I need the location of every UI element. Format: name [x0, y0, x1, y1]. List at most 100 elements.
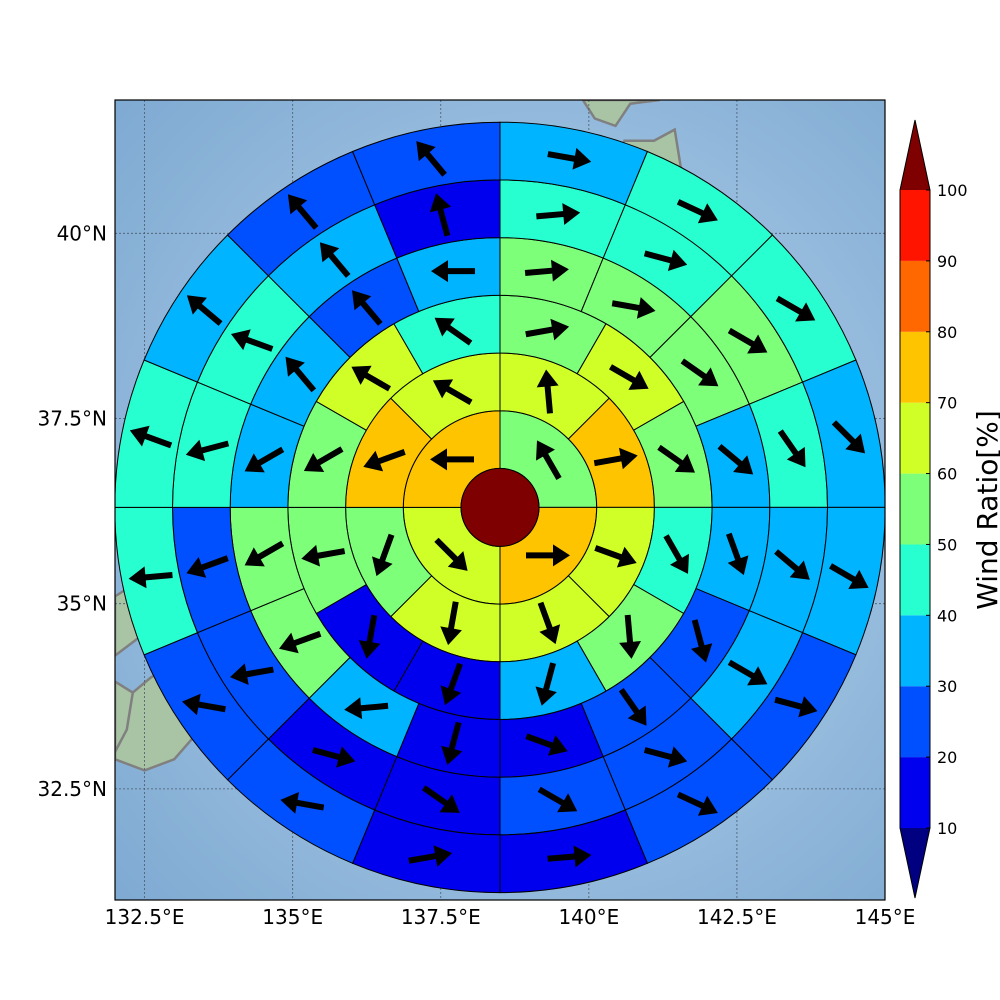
wind-arrow [352, 290, 383, 326]
wind-arrow [182, 693, 226, 716]
colorbar-bin [900, 260, 930, 332]
wind-arrow [609, 364, 649, 390]
wind-arrow [537, 601, 561, 645]
wind-arrow [440, 662, 463, 706]
wind-arrow [429, 193, 452, 237]
hokkaido-landmass [581, 100, 661, 128]
wind-arrow [129, 425, 173, 449]
wind-arrow [434, 537, 468, 571]
wind-arrow [441, 721, 463, 765]
wind-ratio-sectors [115, 121, 885, 894]
x-tick-label: 137.5°E [401, 905, 481, 929]
colorbar-tick-label: 10 [937, 819, 957, 838]
wind-arrow [774, 696, 818, 718]
wind-arrow [535, 662, 557, 706]
wind-arrow [547, 147, 592, 170]
x-tick-label: 135°E [262, 905, 323, 929]
wind-arrow [643, 249, 688, 271]
wind-ratio-sector [351, 121, 501, 206]
wind-arrow [319, 242, 351, 278]
colorbar-tick-label: 80 [937, 323, 957, 342]
colorbar-tick-label: 90 [937, 252, 957, 271]
wind-arrow [536, 369, 559, 414]
wind-arrow [526, 544, 570, 567]
wind-arrow [280, 792, 325, 814]
wind-arrow [717, 444, 754, 475]
wind-arrow [244, 446, 285, 473]
colorbar-tick-label: 70 [937, 394, 957, 413]
wind-arrow [657, 444, 695, 473]
kyushu-landmass [115, 680, 135, 753]
wind-arrow [431, 260, 475, 283]
colorbar-tick-label: 50 [937, 535, 957, 554]
wind-arrow [774, 549, 810, 580]
colorbar-bin [900, 757, 930, 828]
wind-arrow [244, 540, 285, 567]
wind-arrow [536, 440, 562, 480]
wind-arrow [422, 785, 460, 813]
wind-arrow [285, 356, 317, 393]
wind-arrow [372, 533, 395, 577]
wind-arrow [416, 141, 447, 177]
wind-arrow [547, 845, 592, 868]
wind-arrow [186, 295, 223, 326]
x-axis-ticks: 132.5°E 135°E 137.5°E 140°E 142.5°E 145°E [105, 905, 916, 929]
wind-arrow [303, 446, 344, 472]
wind-arrow [430, 448, 474, 471]
wind-arrow [727, 659, 768, 686]
wind-arrows [128, 141, 869, 868]
wind-arrow [594, 545, 637, 568]
wind-arrow [231, 329, 274, 352]
wind-arrow [676, 199, 718, 224]
y-tick-label: 32.5°N [38, 777, 108, 801]
wind-arrow [680, 358, 719, 387]
wind-arrow [525, 318, 570, 341]
colorbar-bin [900, 473, 930, 545]
colorbar-bin [900, 686, 930, 758]
y-axis-ticks: 32.5°N 35°N 37.5°N 40°N [38, 221, 108, 801]
wind-arrow [775, 295, 816, 322]
y-tick-label: 37.5°N [38, 407, 108, 431]
wind-arrow [593, 447, 638, 470]
colorbar-bin [900, 544, 930, 616]
map-panel [115, 100, 885, 900]
wind-arrow [691, 619, 713, 663]
wind-arrow [344, 697, 389, 720]
colorbar: 10 20 30 40 50 60 70 80 90 100 [899, 119, 968, 899]
colorbar-tick-label: 40 [937, 606, 957, 625]
wind-arrow [128, 566, 173, 589]
wind-arrow [279, 630, 322, 654]
wind-arrow [643, 746, 688, 768]
wind-arrow [536, 203, 581, 225]
wind-arrow [831, 420, 866, 454]
wind-arrow [440, 601, 462, 646]
wind-arrow [230, 663, 274, 685]
x-tick-label: 145°E [855, 905, 916, 929]
wind-arrow [611, 297, 656, 319]
wind-arrow [434, 317, 473, 346]
colorbar-bin [900, 190, 930, 261]
wind-arrow [358, 614, 381, 659]
colorbar-bin [900, 402, 930, 474]
wind-arrow [663, 534, 689, 574]
wind-arrow [287, 194, 319, 230]
y-tick-label: 35°N [57, 592, 107, 616]
wind-arrow [777, 429, 806, 468]
wind-arrow [301, 544, 346, 567]
wind-arrow [727, 327, 768, 354]
wind-arrow [363, 449, 406, 472]
colorbar-under-extension [900, 828, 930, 898]
wind-arrow [537, 786, 578, 813]
map-frame [114, 99, 886, 901]
wind-arrow [351, 365, 391, 392]
wind-arrow [829, 563, 869, 589]
colorbar-tick-label: 100 [937, 181, 968, 200]
wind-arrow [726, 532, 749, 576]
wind-arrow [676, 791, 718, 816]
x-tick-label: 140°E [558, 905, 619, 929]
wind-arrow [186, 555, 229, 578]
colorbar-label: Wind Ratio[%] [971, 410, 1000, 610]
wind-arrow [312, 746, 356, 768]
x-tick-label: 132.5°E [105, 905, 185, 929]
